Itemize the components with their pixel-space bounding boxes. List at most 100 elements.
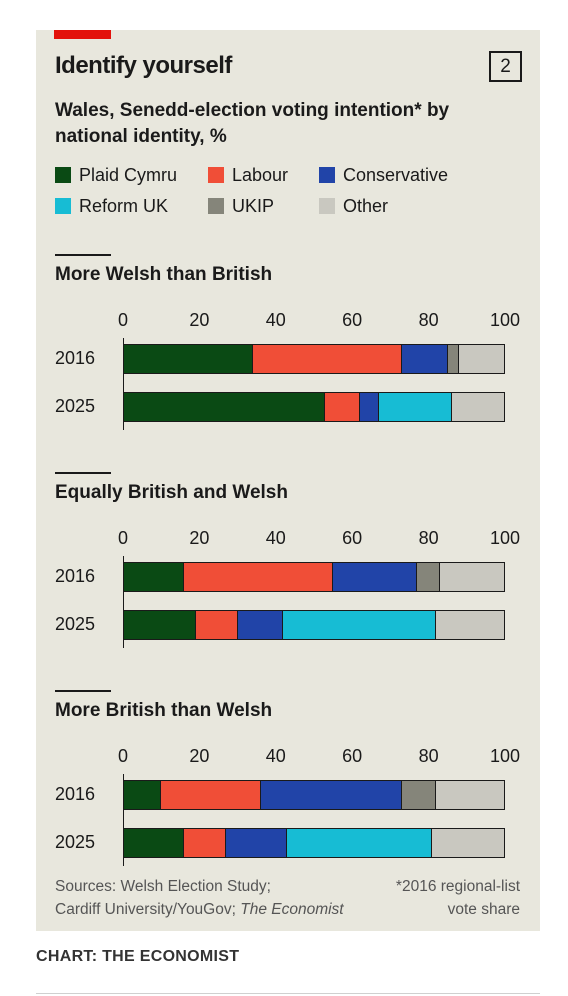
y-axis-line — [123, 774, 124, 866]
legend-label: UKIP — [232, 196, 275, 216]
bar-segment — [325, 392, 360, 422]
x-tick-label: 20 — [189, 310, 210, 330]
x-tick-label: 80 — [418, 528, 439, 548]
x-tick-label: 40 — [265, 310, 286, 330]
row-label: 2016 — [55, 784, 96, 804]
footnote-line-2: vote share — [447, 901, 520, 918]
bar-segment — [401, 780, 437, 810]
section-title: More Welsh than British — [55, 264, 273, 285]
bar-segment — [237, 610, 284, 640]
bar-segment — [333, 562, 418, 592]
row-label: 2025 — [55, 832, 96, 852]
bar-segment — [432, 828, 505, 858]
footnote-line-1: *2016 regional-list — [395, 878, 520, 895]
footnote: *2016 regional-list vote share — [396, 875, 520, 921]
legend-swatch — [208, 167, 224, 183]
bar-segment — [447, 344, 460, 374]
row-label: 2016 — [55, 348, 96, 368]
bar-segment — [123, 392, 326, 422]
sources-line-2: Cardiff University/YouGov; The Economist — [55, 898, 344, 921]
chart-number-badge: 2 — [489, 51, 522, 82]
legend-swatch — [55, 167, 71, 183]
sources-line-1: Sources: Welsh Election Study; — [55, 878, 271, 895]
x-tick-label: 60 — [342, 528, 363, 548]
bar-segment — [287, 828, 433, 858]
bar-segment — [359, 392, 379, 422]
legend-label: Conservative — [343, 165, 449, 185]
legend-label: Other — [343, 196, 389, 216]
bar-segment — [123, 610, 196, 640]
x-tick-label: 0 — [117, 746, 129, 766]
x-tick-label: 100 — [489, 746, 521, 766]
bar-segment — [123, 562, 185, 592]
x-tick-label: 100 — [489, 310, 521, 330]
sources-line-2-text: Cardiff University/YouGov; — [55, 901, 241, 918]
bar-segment — [401, 344, 448, 374]
legend-swatch — [319, 198, 335, 214]
x-tick-label: 0 — [117, 310, 129, 330]
chart-title: Identify yourself — [55, 52, 232, 79]
brand-red-bar — [54, 30, 111, 39]
section-title: Equally British and Welsh — [55, 482, 288, 503]
legend-item-other: Other — [319, 196, 388, 217]
section-rule — [55, 690, 111, 692]
x-tick-label: 20 — [189, 528, 210, 548]
chart-credit: CHART: THE ECONOMIST — [36, 948, 240, 965]
bar-segment — [123, 344, 253, 374]
stacked-bar — [123, 562, 505, 592]
bar-segment — [436, 780, 505, 810]
bar-segment — [123, 828, 185, 858]
x-tick-label: 80 — [418, 310, 439, 330]
bar-segment — [440, 562, 505, 592]
bar-segment — [184, 828, 227, 858]
x-tick-label: 0 — [117, 528, 129, 548]
bar-segment — [260, 780, 402, 810]
legend-item-plaid: Plaid Cymru — [55, 165, 177, 186]
bottom-divider — [36, 993, 540, 994]
row-label: 2025 — [55, 614, 96, 634]
x-tick-label: 40 — [265, 528, 286, 548]
bar-segment — [195, 610, 238, 640]
legend-item-ukip: UKIP — [208, 196, 274, 217]
section-rule — [55, 254, 111, 256]
x-tick-label: 60 — [342, 310, 363, 330]
row-label: 2025 — [55, 396, 96, 416]
legend-label: Plaid Cymru — [79, 165, 178, 185]
stacked-bar — [123, 610, 505, 640]
y-axis-line — [123, 338, 124, 430]
stacked-bar — [123, 344, 505, 374]
bar-segment — [451, 392, 505, 422]
stacked-bar — [123, 392, 505, 422]
section-title: More British than Welsh — [55, 700, 273, 721]
stacked-bar — [123, 780, 505, 810]
sources: Sources: Welsh Election Study; Cardiff U… — [55, 875, 344, 921]
bar-segment — [436, 610, 505, 640]
section-rule — [55, 472, 111, 474]
legend-swatch — [55, 198, 71, 214]
sources-publication: The Economist — [240, 901, 344, 918]
bar-segment — [184, 562, 334, 592]
x-tick-label: 100 — [489, 528, 521, 548]
bar-segment — [283, 610, 437, 640]
bar-segment — [378, 392, 452, 422]
bar-segment — [161, 780, 261, 810]
bar-segment — [417, 562, 441, 592]
chart-subtitle: Wales, Senedd-election voting intention*… — [55, 100, 450, 147]
row-label: 2016 — [55, 566, 96, 586]
legend-item-conservative: Conservative — [319, 165, 448, 186]
x-tick-label: 20 — [189, 746, 210, 766]
bar-segment — [123, 780, 162, 810]
legend-item-reform: Reform UK — [55, 196, 168, 217]
legend-swatch — [319, 167, 335, 183]
legend-item-labour: Labour — [208, 165, 288, 186]
y-axis-line — [123, 556, 124, 648]
legend-label: Reform UK — [79, 196, 169, 216]
x-tick-label: 80 — [418, 746, 439, 766]
x-tick-label: 60 — [342, 746, 363, 766]
legend-label: Labour — [232, 165, 289, 185]
stacked-bar — [123, 828, 505, 858]
x-tick-label: 40 — [265, 746, 286, 766]
bar-segment — [459, 344, 505, 374]
bar-segment — [226, 828, 288, 858]
bar-segment — [252, 344, 402, 374]
